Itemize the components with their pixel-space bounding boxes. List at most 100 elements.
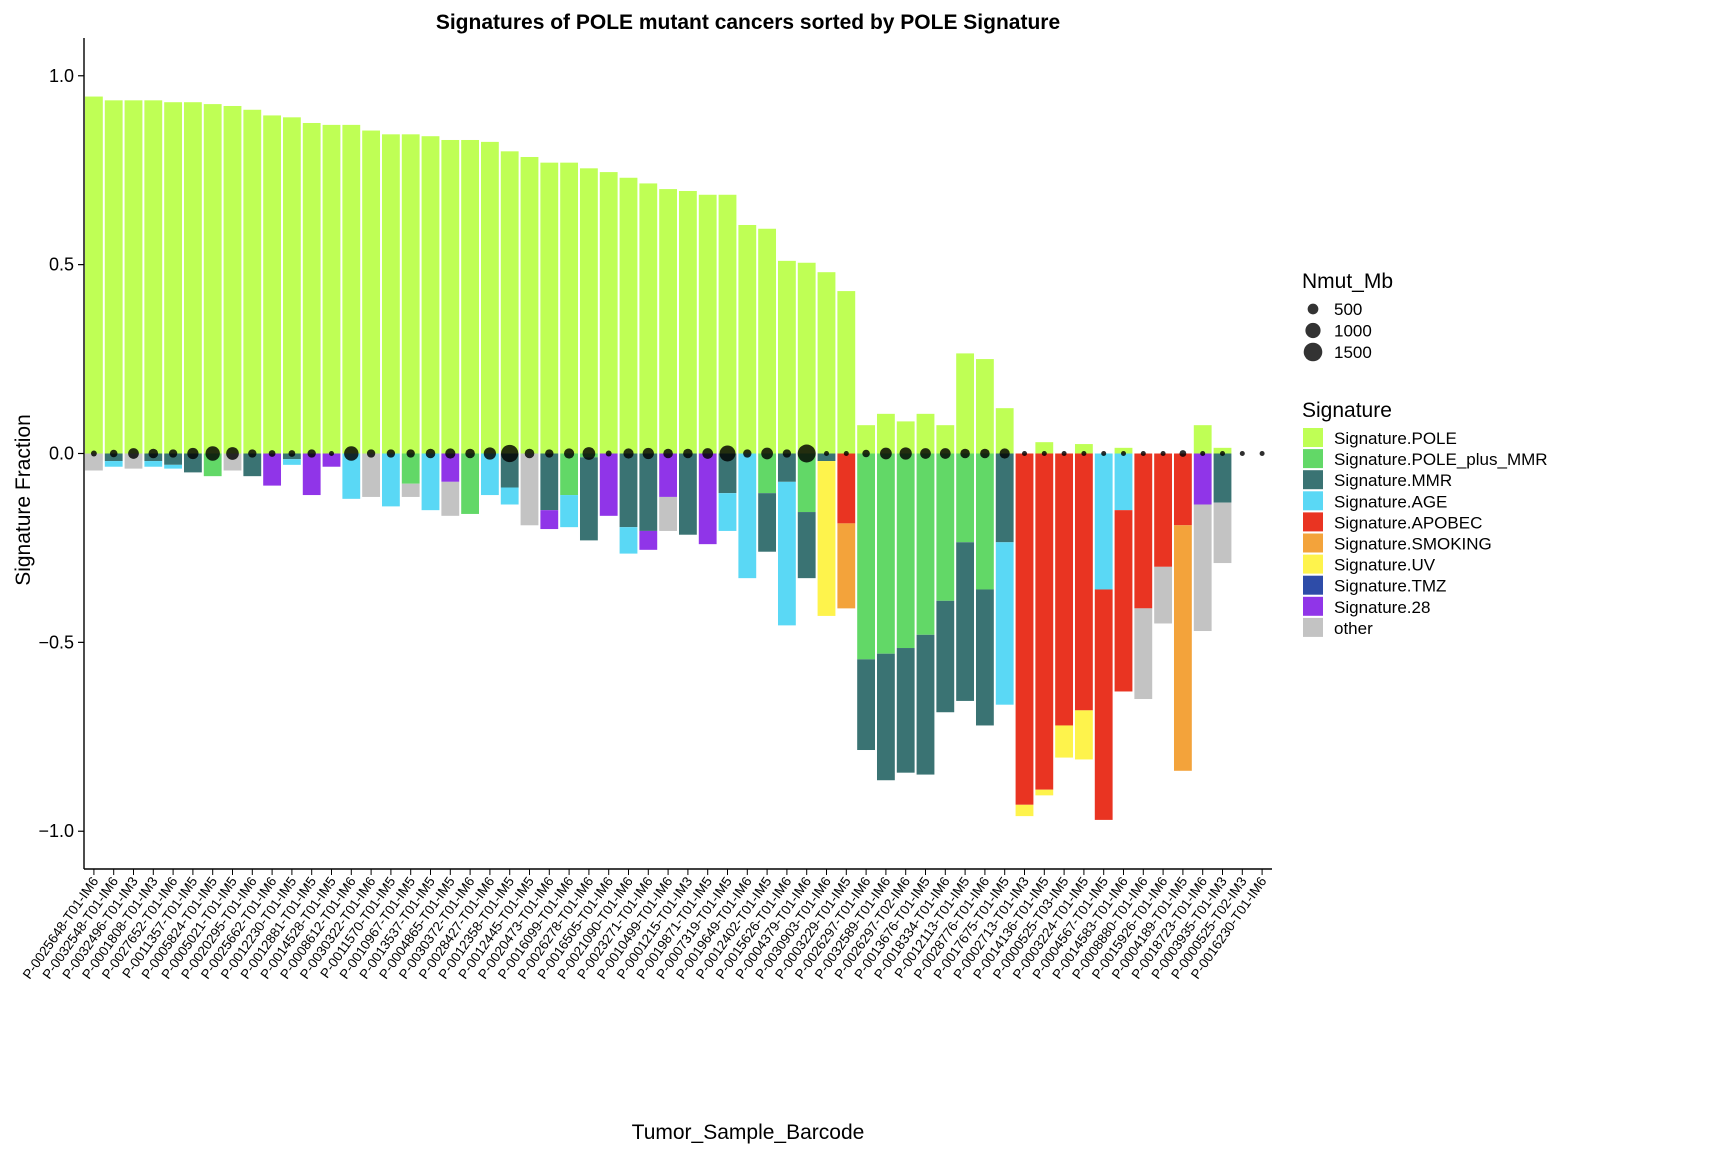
bar-segment-apobec: [1173, 453, 1192, 526]
nmut-point: [1239, 451, 1245, 456]
legend: Nmut_Mb 500 1000 1500 Signature Signature.POL…: [1302, 270, 1548, 638]
nmut-point: [1101, 451, 1107, 456]
bar-segment-pm: [857, 453, 876, 660]
nmut-point: [1179, 450, 1187, 457]
bar-segment-mmr: [777, 453, 796, 482]
nmut-point: [501, 444, 519, 463]
bar-segment-pole: [896, 421, 915, 454]
nmut-point: [226, 447, 239, 460]
bar-segment-mmr: [243, 453, 262, 477]
bar-segment-pole: [144, 100, 163, 454]
bar-segment-age: [1094, 453, 1113, 590]
signature-legend-swatch: [1303, 491, 1323, 511]
nmut-point: [683, 448, 693, 459]
nmut-point: [999, 448, 1010, 459]
bar-segment-mmr: [1213, 453, 1232, 503]
nmut-point: [1121, 451, 1126, 456]
bar-segment-apobec: [1074, 453, 1093, 711]
bar-segment-pm: [758, 453, 777, 494]
bar-segment-pm: [916, 453, 935, 635]
bar-segment-pole: [619, 177, 638, 454]
nmut-point: [545, 449, 554, 458]
bar-segment-mmr: [936, 600, 955, 713]
bar-segment-pole: [1193, 425, 1212, 454]
nmut-point: [483, 447, 497, 460]
bar-segment-pole: [678, 190, 697, 454]
bar-segment-pole: [718, 194, 737, 454]
plot-area: −1.0−0.50.00.51.0P-0025648-T01-IM6P-0032…: [20, 38, 1272, 982]
bar-segment-apobec: [1114, 510, 1133, 692]
bar-segment-pole: [302, 122, 321, 454]
bar-segment-age: [164, 464, 183, 469]
bar-segment-s28: [659, 453, 678, 497]
bar-segment-pole: [520, 156, 539, 454]
bar-segment-pm: [896, 453, 915, 649]
bar-segment-other: [441, 481, 460, 516]
bar-segment-mmr: [579, 457, 598, 541]
y-tick-label: 0.0: [49, 444, 74, 464]
bar-segment-mmr: [718, 453, 737, 494]
bar-segment-pole: [1213, 447, 1232, 454]
signature-legend-swatch: [1303, 512, 1323, 532]
bar-segment-s28: [263, 453, 282, 486]
bar-segment-pole: [837, 291, 856, 454]
nmut-point: [465, 448, 475, 459]
nmut-point: [1061, 451, 1067, 456]
bar-segment-age: [381, 453, 400, 507]
nmut-point: [406, 449, 415, 458]
bar-segment-age: [995, 542, 1014, 705]
nmut-point: [843, 451, 849, 456]
bar-segment-mmr: [817, 453, 836, 462]
nmut-point: [187, 447, 199, 460]
bar-segment-pm: [401, 453, 420, 484]
signature-legend-title: Signature: [1302, 399, 1392, 422]
nmut-point: [824, 451, 829, 456]
nmut-point: [663, 448, 673, 459]
size-legend-point: [1303, 342, 1323, 362]
nmut-point: [205, 446, 220, 461]
bar-segment-s28: [1193, 453, 1212, 505]
bar-segment-age: [619, 527, 638, 554]
bar-segment-pole: [579, 168, 598, 454]
bar-segment-apobec: [1035, 453, 1054, 790]
bar-segment-pole: [599, 172, 618, 454]
bar-segment-pole: [104, 100, 123, 454]
bar-segment-apobec: [837, 453, 856, 524]
nmut-point: [582, 447, 596, 460]
bar-segment-s28: [302, 453, 321, 496]
bar-segment-s28: [698, 453, 717, 545]
bar-segment-other: [401, 483, 420, 497]
bar-segment-pole: [777, 260, 796, 454]
x-axis-label: Tumor_Sample_Barcode: [632, 1121, 865, 1144]
bar-segment-apobec: [1134, 453, 1153, 609]
nmut-point: [248, 449, 257, 458]
nmut-point: [109, 449, 118, 458]
bar-segment-other: [84, 453, 103, 471]
bar-segment-pm: [876, 453, 895, 654]
nmut-point: [797, 444, 816, 463]
signature-legend-label: Signature.POLE: [1334, 429, 1457, 448]
size-legend-point: [1307, 303, 1319, 315]
nmut-point: [899, 447, 912, 460]
size-legend-title: Nmut_Mb: [1302, 270, 1393, 293]
nmut-point: [920, 448, 931, 459]
bar-segment-pm: [936, 453, 955, 601]
bar-segment-pole: [282, 117, 301, 454]
signature-legend-label: Signature.AGE: [1334, 492, 1447, 511]
bar-segment-other: [1134, 608, 1153, 700]
bar-segment-other: [659, 496, 678, 531]
signature-legend-swatch: [1303, 617, 1323, 637]
bar-segment-apobec: [1015, 453, 1034, 805]
signature-legend-label: Signature.APOBEC: [1334, 513, 1482, 532]
bar-segment-other: [1193, 504, 1212, 632]
size-legend-label: 500: [1334, 300, 1362, 319]
bar-segment-pole: [421, 136, 440, 454]
y-tick-label: −0.5: [38, 632, 74, 652]
bar-segment-pm: [203, 453, 222, 477]
bar-segment-pole: [560, 162, 579, 454]
bar-segment-apobec: [1055, 453, 1074, 726]
size-legend-label: 1000: [1334, 322, 1372, 341]
bar-segment-apobec: [1094, 589, 1113, 820]
